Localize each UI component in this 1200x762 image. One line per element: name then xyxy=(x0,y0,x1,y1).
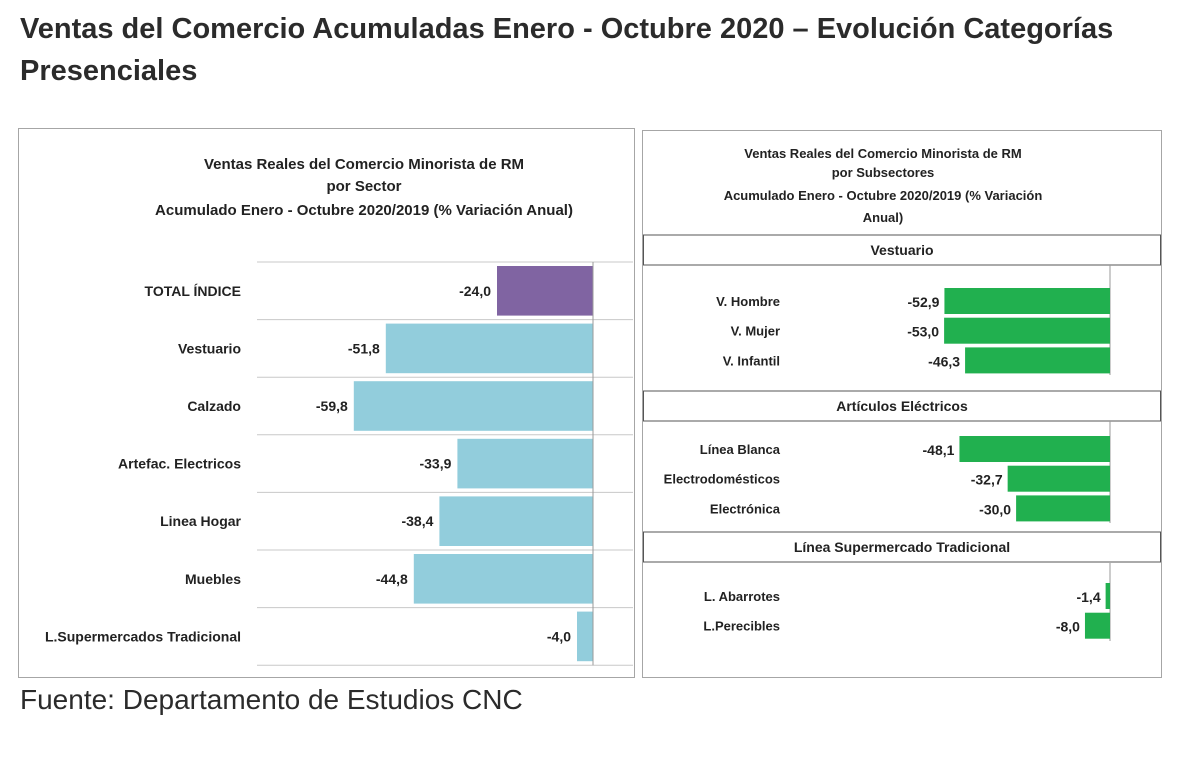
chart-title-line: Acumulado Enero - Octubre 2020/2019 (% V… xyxy=(724,188,1043,203)
bar xyxy=(1084,612,1110,639)
data-label: -30,0 xyxy=(979,501,1011,517)
chart-title-line: Acumulado Enero - Octubre 2020/2019 (% V… xyxy=(155,202,573,219)
chart-title-line: por Subsectores xyxy=(832,165,935,180)
category-label: Línea Blanca xyxy=(700,442,781,457)
category-label: Electrodomésticos xyxy=(664,472,780,487)
chart-title-line: por Sector xyxy=(326,178,401,195)
subsector-chart: Ventas Reales del Comercio Minorista de … xyxy=(643,146,1161,641)
category-label: Vestuario xyxy=(178,340,241,356)
bar xyxy=(385,323,593,374)
bar xyxy=(353,381,593,431)
bar xyxy=(457,438,593,489)
category-label: Linea Hogar xyxy=(160,513,241,529)
chart-title-line: Anual) xyxy=(863,210,903,225)
category-label: V. Hombre xyxy=(716,294,780,309)
bar xyxy=(944,288,1110,314)
category-label: L.Perecibles xyxy=(703,619,780,634)
group-header-box xyxy=(643,234,1161,266)
group-header-box xyxy=(643,531,1161,563)
bar xyxy=(1007,465,1110,492)
data-label: -52,9 xyxy=(908,294,940,310)
chart-title-line: Ventas Reales del Comercio Minorista de … xyxy=(744,146,1021,161)
chart-title-line: Ventas Reales del Comercio Minorista de … xyxy=(204,156,524,173)
bar xyxy=(1105,583,1110,609)
data-label: -59,8 xyxy=(316,398,348,414)
data-label: -51,8 xyxy=(348,340,380,356)
data-label: -53,0 xyxy=(907,324,939,340)
data-label: -46,3 xyxy=(928,353,960,369)
bar xyxy=(965,347,1110,374)
category-label: L. Abarrotes xyxy=(704,589,780,604)
data-label: -1,4 xyxy=(1076,589,1100,605)
sector-chart-panel: Ventas Reales del Comercio Minorista de … xyxy=(18,128,635,678)
data-label: -24,0 xyxy=(459,283,491,299)
subsector-chart-panel: Ventas Reales del Comercio Minorista de … xyxy=(642,130,1162,678)
category-label: Electrónica xyxy=(710,501,781,516)
group-header-label: Vestuario xyxy=(870,242,933,258)
group-header-box xyxy=(643,390,1161,422)
data-label: -48,1 xyxy=(923,442,955,458)
bar xyxy=(959,436,1110,462)
group-header-label: Artículos Eléctricos xyxy=(836,398,968,414)
data-label: -32,7 xyxy=(971,472,1003,488)
data-label: -38,4 xyxy=(401,513,433,529)
group-header-label: Línea Supermercado Tradicional xyxy=(794,539,1010,555)
category-label: L.Supermercados Tradicional xyxy=(45,628,241,644)
category-label: V. Infantil xyxy=(723,353,780,368)
data-label: -44,8 xyxy=(376,571,408,587)
data-label: -4,0 xyxy=(547,628,571,644)
bar xyxy=(413,554,593,604)
bar xyxy=(439,496,593,546)
category-label: Artefac. Electricos xyxy=(118,456,241,472)
page-title: Ventas del Comercio Acumuladas Enero - O… xyxy=(20,13,1114,87)
bar xyxy=(944,317,1110,344)
data-label: -33,9 xyxy=(419,456,451,472)
category-label: Calzado xyxy=(187,398,241,414)
category-label: TOTAL ÍNDICE xyxy=(145,283,241,299)
bar xyxy=(1016,495,1110,522)
category-label: Muebles xyxy=(185,571,241,587)
source-note: Fuente: Departamento de Estudios CNC xyxy=(20,684,523,715)
sector-chart: Ventas Reales del Comercio Minorista de … xyxy=(45,156,633,666)
bar xyxy=(497,266,593,316)
bar xyxy=(577,611,593,662)
data-label: -8,0 xyxy=(1056,619,1080,635)
category-label: V. Mujer xyxy=(731,324,780,339)
